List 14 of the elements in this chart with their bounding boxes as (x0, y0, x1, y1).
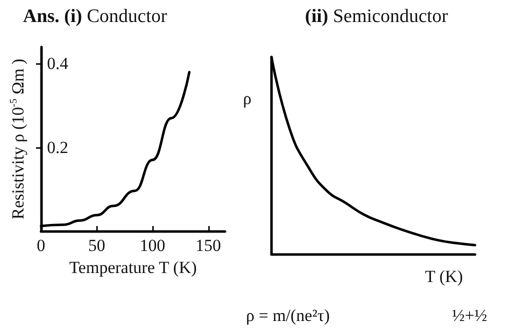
x-axis-title: Temperature T (K) (69, 258, 197, 277)
x-tick-label: 50 (88, 236, 106, 255)
chart-title: (ii) Semiconductor (305, 6, 449, 27)
y-axis-title: Resistivity ρ (10-5 Ωm ) (8, 58, 28, 220)
x-tick-label: 150 (196, 236, 222, 255)
chart-title: Ans. (i) Conductor (23, 6, 168, 27)
y-tick-label: 0.4 (47, 54, 69, 74)
x-axis-title: T (K) (425, 267, 463, 286)
text: ½+½ (452, 306, 488, 326)
y-axis-title: ρ (243, 89, 252, 108)
x-tick-label: 0 (36, 236, 46, 255)
x-tick-label: 100 (140, 236, 166, 255)
text: ρ = m/(ne²τ) (246, 306, 330, 326)
y-tick-label: 0.2 (47, 138, 68, 157)
